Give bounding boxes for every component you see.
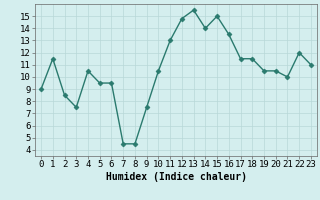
X-axis label: Humidex (Indice chaleur): Humidex (Indice chaleur) <box>106 172 246 182</box>
